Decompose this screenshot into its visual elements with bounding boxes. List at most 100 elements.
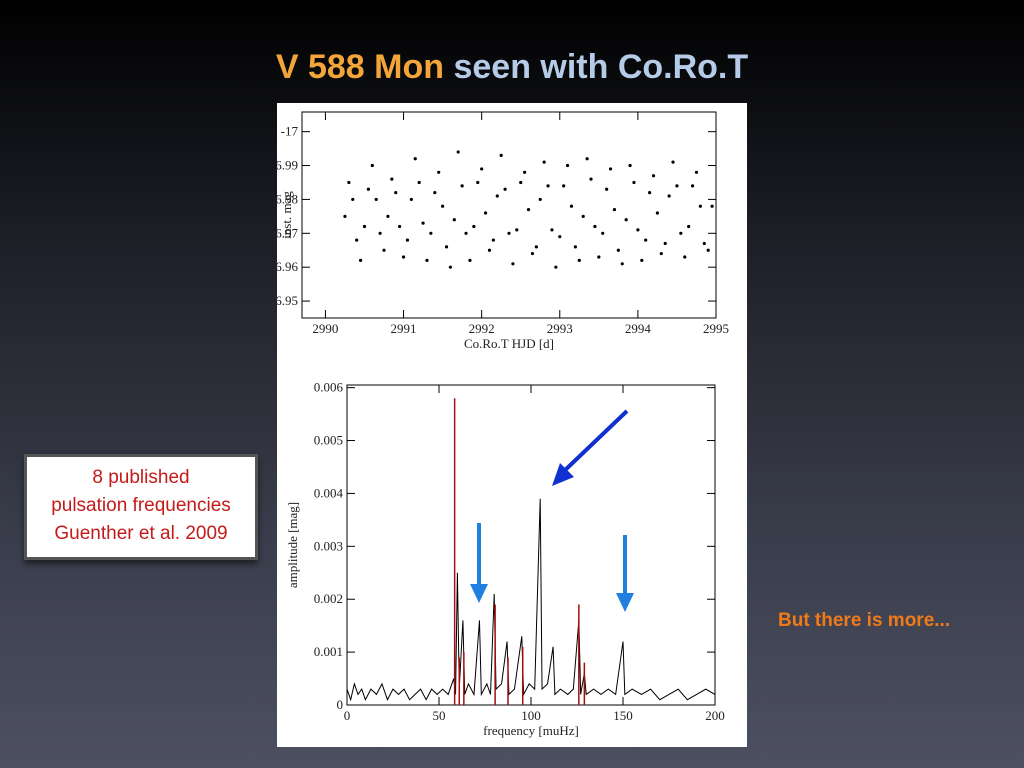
data-point: [444, 245, 449, 249]
x-tick-label: 2995: [703, 321, 729, 336]
x-axis-label: frequency [muHz]: [483, 723, 579, 738]
data-point: [530, 252, 535, 256]
data-point: [476, 180, 480, 185]
data-point: [589, 177, 593, 181]
y-tick-label: -17: [281, 124, 299, 139]
data-point: [374, 197, 378, 202]
data-point: [644, 238, 648, 242]
data-point: [538, 197, 542, 202]
data-point: [456, 150, 460, 154]
title-rest: seen with Co.Ro.T: [453, 48, 749, 86]
y-tick-label: 0.005: [314, 433, 343, 448]
data-point: [382, 248, 386, 252]
y-tick-label: -16.98: [277, 191, 298, 206]
data-point: [425, 258, 429, 263]
data-point: [370, 163, 374, 168]
x-tick-label: 0: [344, 708, 351, 723]
x-tick-label: 200: [705, 708, 725, 723]
data-point: [663, 241, 667, 246]
y-tick-label: 0.004: [314, 485, 344, 500]
data-point: [659, 252, 663, 256]
data-point: [366, 187, 370, 191]
data-point: [468, 258, 472, 263]
y-tick-label: -16.99: [277, 158, 298, 173]
data-point: [507, 231, 511, 235]
data-point: [401, 255, 406, 259]
data-point: [562, 184, 566, 188]
data-point: [640, 258, 644, 263]
y-tick-label: 0.001: [314, 644, 343, 659]
figure: -17 -16.99 -16.98 -16.97 -16.96 -16.95 2990 299…: [277, 103, 747, 747]
data-point: [343, 214, 347, 218]
data-point: [390, 177, 394, 181]
data-point: [690, 184, 695, 188]
callout-line: 8 published: [92, 467, 190, 488]
data-point: [601, 231, 605, 235]
data-point: [464, 231, 468, 235]
y-tick-label: 0: [337, 697, 344, 712]
data-point: [511, 262, 515, 266]
x-tick-label: 2994: [625, 321, 652, 336]
data-point: [683, 255, 687, 259]
data-point: [620, 262, 624, 266]
callout-line: pulsation frequencies: [51, 495, 231, 516]
data-point: [636, 228, 640, 232]
x-tick-label: 50: [433, 708, 446, 723]
data-point: [433, 191, 437, 195]
data-point: [667, 194, 671, 198]
title-name: V 588 Mon: [275, 48, 445, 86]
data-point: [605, 187, 609, 191]
data-point: [597, 255, 601, 259]
data-point: [550, 228, 554, 232]
data-point: [429, 231, 433, 235]
data-point: [519, 180, 523, 185]
y-tick-label: 0.003: [314, 538, 343, 553]
y-axis-label: amplitude [mag]: [285, 502, 300, 588]
data-point: [624, 218, 628, 222]
x-axis-label: Co.Ro.T HJD [d]: [464, 336, 554, 351]
data-point: [421, 221, 425, 225]
data-point: [499, 153, 503, 157]
data-point: [542, 160, 546, 164]
data-point: [554, 265, 558, 269]
y-tick-label: -16.97: [277, 225, 298, 240]
x-tick-label: 2992: [469, 321, 495, 336]
data-point: [651, 174, 656, 178]
data-point: [702, 241, 706, 246]
data-point: [441, 204, 445, 208]
data-point: [648, 191, 652, 195]
y-tick-label: 0.006: [314, 380, 344, 395]
data-point: [386, 214, 390, 218]
data-point: [698, 204, 702, 208]
data-point: [480, 167, 484, 171]
data-point: [616, 248, 620, 252]
data-point: [378, 231, 382, 235]
data-point: [526, 207, 531, 212]
data-point: [487, 248, 492, 252]
data-point: [472, 224, 476, 229]
data-point: [503, 187, 507, 191]
data-point: [565, 163, 570, 168]
data-point: [694, 170, 699, 174]
y-axis-label: inst. mag: [279, 191, 294, 239]
x-tick-label: 150: [613, 708, 633, 723]
data-point: [413, 157, 417, 161]
data-point: [573, 245, 577, 249]
x-tick-label: 100: [521, 708, 541, 723]
data-point: [628, 163, 632, 168]
data-point: [710, 204, 714, 208]
data-point: [358, 258, 363, 263]
data-point: [347, 180, 351, 185]
data-point: [675, 184, 679, 188]
plot-frame: [301, 111, 717, 319]
x-tick-label: 2990: [312, 321, 338, 336]
data-point: [632, 180, 636, 185]
data-point: [569, 204, 574, 208]
data-point: [417, 180, 421, 185]
data-point: [534, 245, 538, 249]
y-tick-label: -16.96: [277, 259, 298, 274]
data-point: [687, 224, 691, 229]
callout-line: Guenther et al. 2009: [54, 523, 228, 544]
data-point: [437, 170, 441, 174]
